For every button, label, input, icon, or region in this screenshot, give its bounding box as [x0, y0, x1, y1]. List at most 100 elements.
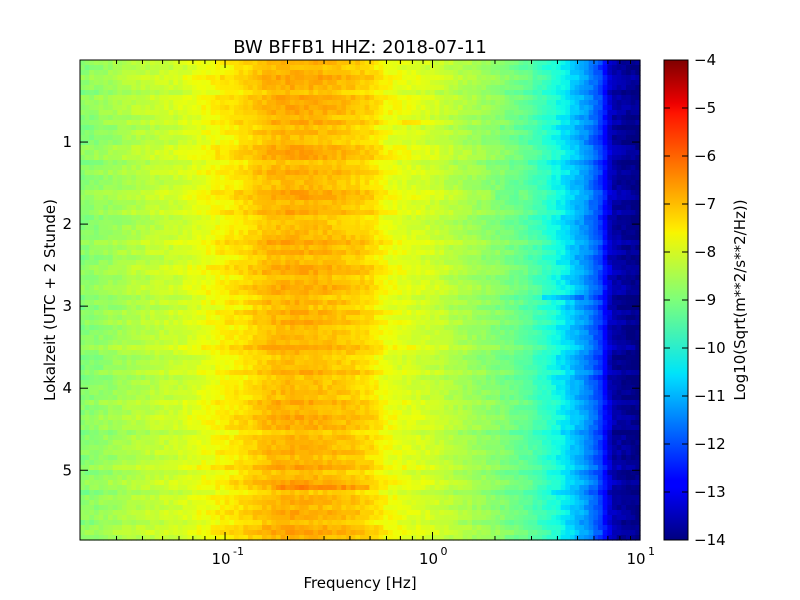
heatmap-cell	[392, 135, 398, 141]
heatmap-cell	[472, 235, 478, 241]
heatmap-cell	[500, 160, 506, 166]
heatmap-cell	[486, 205, 492, 211]
heatmap-cell	[434, 215, 440, 221]
heatmap-cell	[490, 200, 496, 206]
heatmap-cell	[467, 185, 473, 191]
heatmap-cell	[504, 210, 510, 216]
heatmap-cell	[164, 255, 170, 261]
heatmap-cell	[430, 110, 436, 116]
heatmap-cell	[360, 130, 366, 136]
heatmap-cell	[234, 180, 240, 186]
heatmap-cell	[612, 200, 618, 206]
heatmap-cell	[341, 250, 347, 256]
heatmap-cell	[243, 70, 249, 76]
heatmap-cell	[332, 80, 338, 86]
heatmap-cell	[196, 120, 202, 126]
heatmap-cell	[537, 155, 543, 161]
heatmap-cell	[355, 115, 361, 121]
heatmap-cell	[206, 70, 212, 76]
heatmap-cell	[523, 225, 529, 231]
heatmap-cell	[336, 250, 342, 256]
heatmap-cell	[439, 240, 445, 246]
heatmap-cell	[318, 85, 324, 91]
heatmap-cell	[192, 220, 198, 226]
heatmap-cell	[392, 105, 398, 111]
heatmap-cell	[458, 155, 464, 161]
heatmap-cell	[425, 70, 431, 76]
heatmap-cell	[486, 210, 492, 216]
heatmap-cell	[546, 235, 552, 241]
heatmap-cell	[336, 120, 342, 126]
heatmap-cell	[350, 100, 356, 106]
heatmap-cell	[318, 205, 324, 211]
heatmap-cell	[425, 60, 431, 66]
heatmap-cell	[271, 80, 277, 86]
heatmap-cell	[318, 175, 324, 181]
heatmap-cell	[164, 175, 170, 181]
heatmap-cell	[271, 260, 277, 266]
heatmap-cell	[346, 140, 352, 146]
heatmap-cell	[173, 150, 179, 156]
heatmap-cell	[280, 105, 286, 111]
heatmap-cell	[607, 130, 613, 136]
heatmap-cell	[635, 75, 641, 81]
heatmap-cell	[570, 105, 576, 111]
heatmap-cell	[383, 250, 389, 256]
heatmap-cell	[182, 110, 188, 116]
heatmap-cell	[238, 200, 244, 206]
heatmap-cell	[122, 180, 128, 186]
heatmap-cell	[504, 240, 510, 246]
heatmap-cell	[607, 145, 613, 151]
heatmap-cell	[612, 125, 618, 131]
heatmap-cell	[448, 80, 454, 86]
heatmap-cell	[136, 75, 142, 81]
heatmap-cell	[243, 240, 249, 246]
heatmap-cell	[392, 85, 398, 91]
heatmap-cell	[593, 85, 599, 91]
heatmap-cell	[164, 245, 170, 251]
heatmap-cell	[574, 165, 580, 171]
heatmap-cell	[364, 140, 370, 146]
heatmap-cell	[453, 205, 459, 211]
heatmap-cell	[350, 155, 356, 161]
heatmap-cell	[299, 200, 305, 206]
heatmap-cell	[89, 185, 95, 191]
heatmap-cell	[598, 165, 604, 171]
heatmap-cell	[140, 215, 146, 221]
heatmap-cell	[556, 180, 562, 186]
heatmap-cell	[224, 135, 230, 141]
heatmap-cell	[364, 100, 370, 106]
heatmap-cell	[346, 225, 352, 231]
heatmap-cell	[476, 75, 482, 81]
heatmap-cell	[523, 260, 529, 266]
heatmap-cell	[472, 65, 478, 71]
heatmap-cell	[542, 80, 548, 86]
heatmap-cell	[313, 185, 319, 191]
heatmap-cell	[131, 145, 137, 151]
heatmap-cell	[509, 220, 515, 226]
heatmap-cell	[117, 150, 123, 156]
heatmap-cell	[126, 200, 132, 206]
heatmap-cell	[159, 65, 165, 71]
heatmap-cell	[355, 250, 361, 256]
heatmap-cell	[635, 85, 641, 91]
heatmap-cell	[388, 100, 394, 106]
heatmap-cell	[518, 170, 524, 176]
heatmap-cell	[178, 60, 184, 66]
heatmap-cell	[126, 260, 132, 266]
heatmap-cell	[159, 250, 165, 256]
heatmap-cell	[280, 190, 286, 196]
heatmap-cell	[509, 160, 515, 166]
heatmap-cell	[616, 170, 622, 176]
heatmap-cell	[224, 160, 230, 166]
heatmap-cell	[112, 75, 118, 81]
heatmap-cell	[196, 240, 202, 246]
heatmap-cell	[420, 105, 426, 111]
heatmap-cell	[234, 70, 240, 76]
heatmap-cell	[182, 80, 188, 86]
heatmap-cell	[136, 145, 142, 151]
heatmap-cell	[411, 145, 417, 151]
heatmap-cell	[551, 160, 557, 166]
heatmap-cell	[374, 215, 380, 221]
heatmap-cell	[542, 255, 548, 261]
